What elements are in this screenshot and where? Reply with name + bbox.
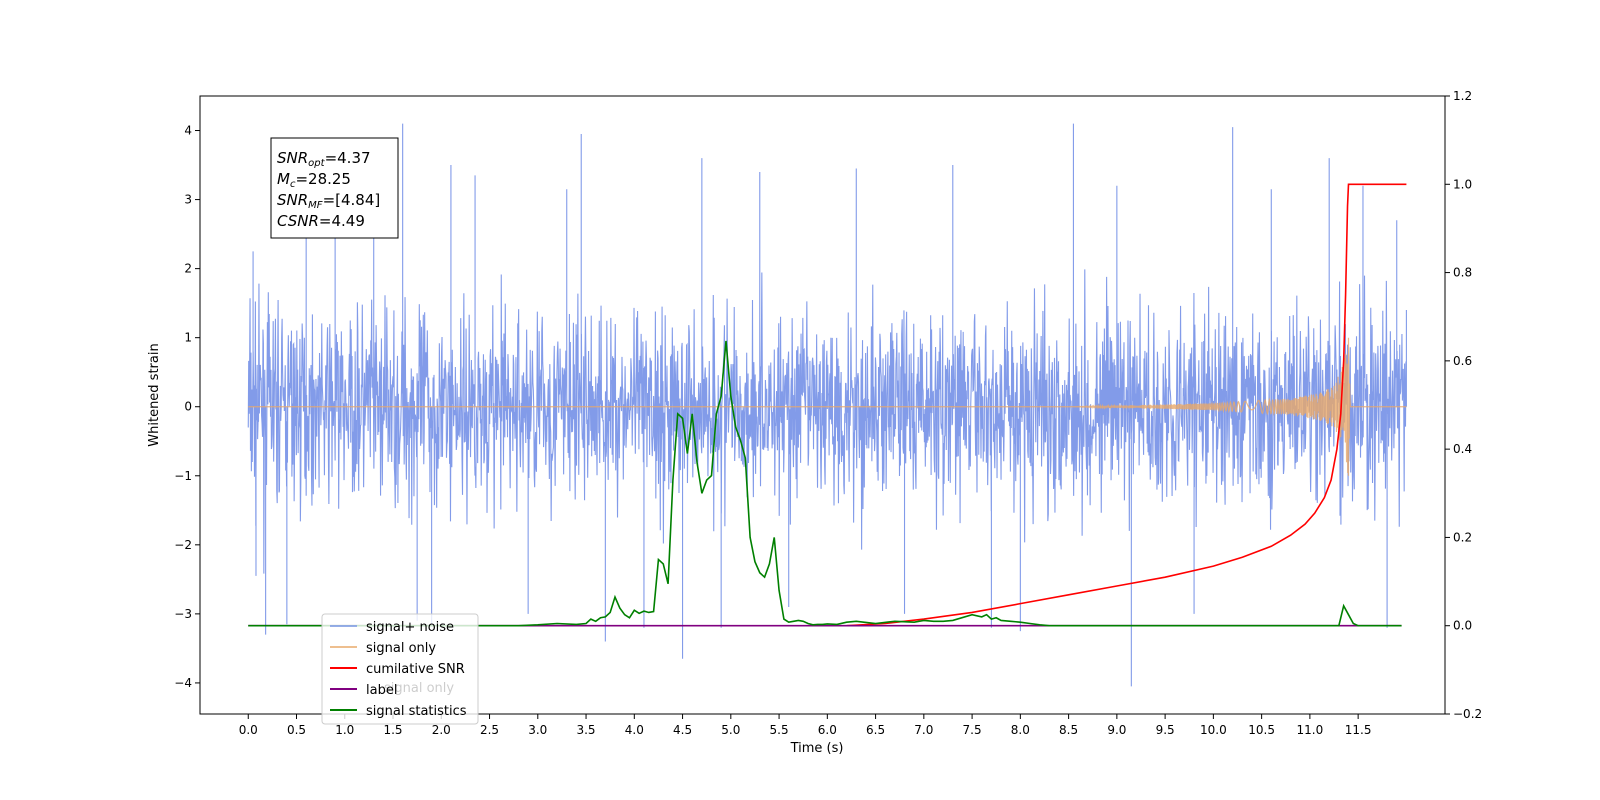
- x-tick-label: 0.5: [287, 723, 306, 737]
- y2-tick-label: 0.2: [1453, 530, 1472, 544]
- x-tick-label: 2.5: [480, 723, 499, 737]
- annotation-frame: [270, 137, 399, 239]
- x-tick-label: 7.0: [914, 723, 933, 737]
- legend-entry: label: [366, 683, 397, 698]
- x-tick-label: 11.0: [1297, 723, 1324, 737]
- x-tick-label: 5.0: [721, 723, 740, 737]
- y-tick-label: 4: [184, 124, 192, 138]
- x-tick-label: 8.5: [1059, 723, 1078, 737]
- annotation-line: CSNR=4.49: [277, 212, 365, 230]
- x-tick-label: 10.5: [1248, 723, 1275, 737]
- x-tick-label: 9.0: [1107, 723, 1126, 737]
- x-tick-label: 9.5: [1156, 723, 1175, 737]
- y2-tick-label: 1.2: [1453, 89, 1472, 103]
- x-tick-label: 5.5: [770, 723, 789, 737]
- series-signal-only: [248, 337, 1407, 476]
- y-tick-label: 0: [184, 400, 192, 414]
- axes: 0.0 0.5 1.0 1.5 2.0 2.5 3.0 3.5 4.0 4.5 5.0 5.5 6.0 6…: [174, 89, 1482, 737]
- plot-area: [247, 123, 1407, 687]
- x-tick-label: 3.0: [528, 723, 547, 737]
- legend-entry: signal statistics: [366, 704, 467, 719]
- x-tick-label: 8.0: [1011, 723, 1030, 737]
- x-tick-label: 4.5: [673, 723, 692, 737]
- y2-tick-label: 0.8: [1453, 266, 1472, 280]
- y-tick-label: −2: [174, 538, 192, 552]
- y-tick-label: 3: [184, 193, 192, 207]
- annotation-line: Mc=28.25: [277, 170, 351, 190]
- y-tick-label: 1: [184, 331, 192, 345]
- legend-entry: cumilative SNR: [366, 662, 465, 677]
- y2-tick-label: 0.0: [1453, 619, 1472, 633]
- series-cumulative-snr: [846, 183, 1407, 627]
- annotation-line: SNRopt=4.37: [277, 149, 371, 169]
- y-tick-label: −1: [174, 469, 192, 483]
- x-tick-label: 1.5: [383, 723, 402, 737]
- plot-inner: [247, 123, 1407, 687]
- y-tick-label: −4: [174, 676, 192, 690]
- y-tick-label: 2: [184, 262, 192, 276]
- y-axis-label: Whitened strain: [147, 343, 162, 446]
- y2-tick-label: −0.2: [1453, 707, 1482, 721]
- y2-tick-label: 1.0: [1453, 177, 1472, 191]
- x-axis-label: Time (s): [790, 741, 844, 756]
- x-tick-label: 3.5: [576, 723, 595, 737]
- annotation-line: SNRMF=[4.84]: [277, 191, 380, 211]
- x-tick-label: 4.0: [625, 723, 644, 737]
- y-tick-label: −3: [174, 607, 192, 621]
- legend-entry: signal+ noise: [366, 620, 454, 635]
- y2-tick-label: 0.6: [1453, 354, 1472, 368]
- legend-frame: [321, 613, 479, 725]
- x-tick-label: 0.0: [239, 723, 258, 737]
- axes-frame: [199, 95, 1446, 715]
- legend-entry: signal only: [366, 641, 436, 656]
- y2-tick-label: 0.4: [1453, 442, 1472, 456]
- x-tick-label: 10.0: [1200, 723, 1227, 737]
- series-signal-statistics: [248, 340, 1402, 627]
- x-tick-label: 6.5: [866, 723, 885, 737]
- series-signal-noise: [247, 123, 1407, 687]
- x-tick-label: 11.5: [1345, 723, 1372, 737]
- x-tick-label: 7.5: [963, 723, 982, 737]
- x-tick-label: 6.0: [818, 723, 837, 737]
- x-tick-label: 2.0: [432, 723, 451, 737]
- x-tick-label: 1.0: [335, 723, 354, 737]
